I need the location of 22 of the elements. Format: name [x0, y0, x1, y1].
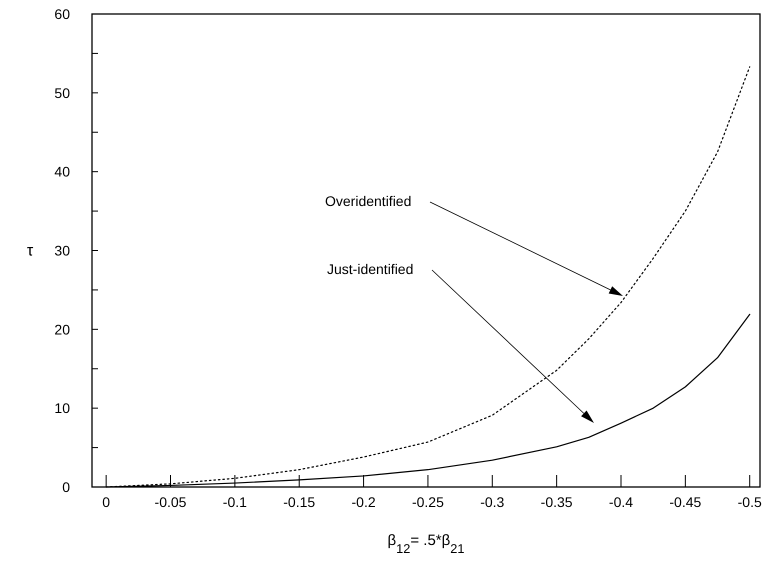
x-tick-label: -0.25 — [412, 494, 444, 510]
x-axis-title: β$_{12}$= .5*β$_{21}$ — [388, 532, 464, 556]
y-tick-label: 50 — [54, 84, 70, 101]
y-tick-label: 30 — [54, 242, 70, 258]
x-tick-label: -0.2 — [352, 494, 376, 510]
x-tick-label: -0.05 — [154, 494, 187, 510]
x-tick-label: -0.45 — [669, 494, 702, 510]
annotation: Overidentified — [325, 193, 412, 209]
x-tick-label: 0 — [102, 494, 110, 510]
y-tick-label: 20 — [54, 321, 70, 338]
x-tick-label: -0.35 — [540, 494, 573, 510]
y-axis-title: τ — [26, 242, 34, 260]
x-tick-label: -0.3 — [480, 494, 505, 510]
y-tick-label: 0 — [62, 479, 70, 495]
y-tick-label: 10 — [54, 400, 70, 416]
y-tick-label: 40 — [54, 164, 70, 180]
x-tick-label: -0.15 — [283, 494, 316, 510]
annotation: Just-identified — [327, 261, 414, 277]
x-tick-label: -0.1 — [222, 494, 248, 510]
y-tick-label: 60 — [54, 6, 70, 22]
x-tick-label: -0.4 — [608, 494, 634, 510]
x-tick-label: -0.5 — [738, 494, 762, 510]
